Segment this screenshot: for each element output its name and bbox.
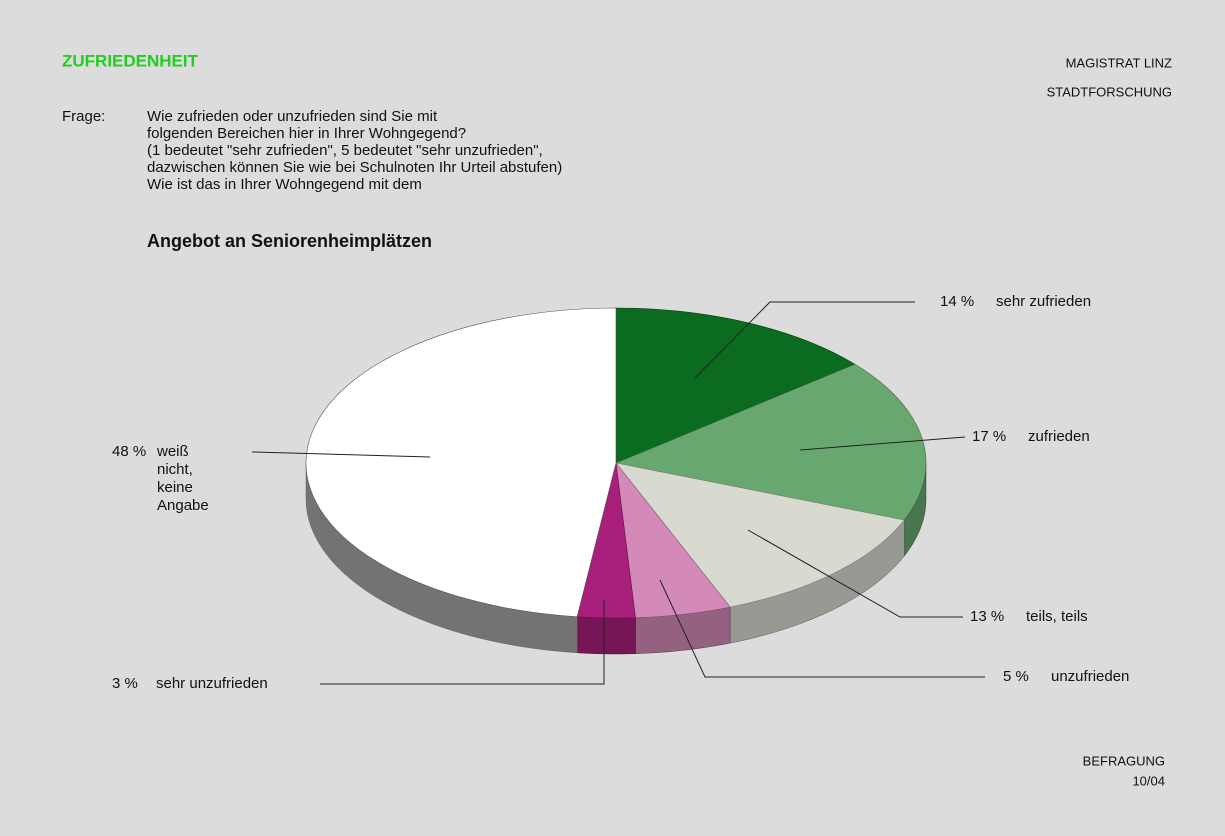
category-label: unzufrieden: [1051, 668, 1129, 685]
question-label: Frage:: [62, 108, 105, 125]
value-label: 48 %: [112, 443, 146, 460]
question-line: (1 bedeutet "sehr zufrieden", 5 bedeutet…: [147, 142, 543, 159]
leader-line: [320, 600, 605, 685]
question-line: folgenden Bereichen hier in Ihrer Wohnge…: [147, 125, 466, 142]
category-label: weiß nicht, keine Angabe: [156, 443, 209, 514]
leader-line: [694, 301, 915, 379]
question-line: Wie zufrieden oder unzufrieden sind Sie …: [147, 108, 438, 125]
slice: [614, 363, 927, 521]
value-label: 14 %: [940, 293, 974, 310]
value-label: 13 %: [970, 608, 1004, 625]
category-label: sehr unzufrieden: [156, 675, 268, 692]
category-label: sehr zufrieden: [996, 293, 1091, 310]
leader-line: [659, 579, 985, 678]
footer-line: 10/04: [1132, 773, 1165, 788]
slice: [615, 462, 905, 608]
category-label: teils, teils: [1026, 608, 1088, 625]
slice-side: [576, 616, 636, 655]
question-line: Wie ist das in Ihrer Wohngegend mit dem: [147, 176, 422, 193]
leader-line: [747, 529, 963, 618]
question-line: dazwischen können Sie wie bei Schulnoten…: [147, 159, 562, 176]
pie: [305, 307, 927, 655]
category-label: zufrieden: [1028, 428, 1090, 445]
slice: [615, 307, 856, 464]
value-label: 5 %: [1003, 668, 1029, 685]
value-label: 3 %: [112, 675, 138, 692]
footer-line: BEFRAGUNG: [1083, 753, 1165, 768]
leader-line: [799, 436, 966, 451]
leader-line: [251, 451, 431, 458]
value-label: 17 %: [972, 428, 1006, 445]
org-dept: STADTFORSCHUNG: [1047, 84, 1172, 99]
chart-title: Angebot an Seniorenheimplätzen: [147, 231, 432, 251]
section-title: ZUFRIEDENHEIT: [62, 51, 199, 70]
org-name: MAGISTRAT LINZ: [1066, 55, 1172, 70]
